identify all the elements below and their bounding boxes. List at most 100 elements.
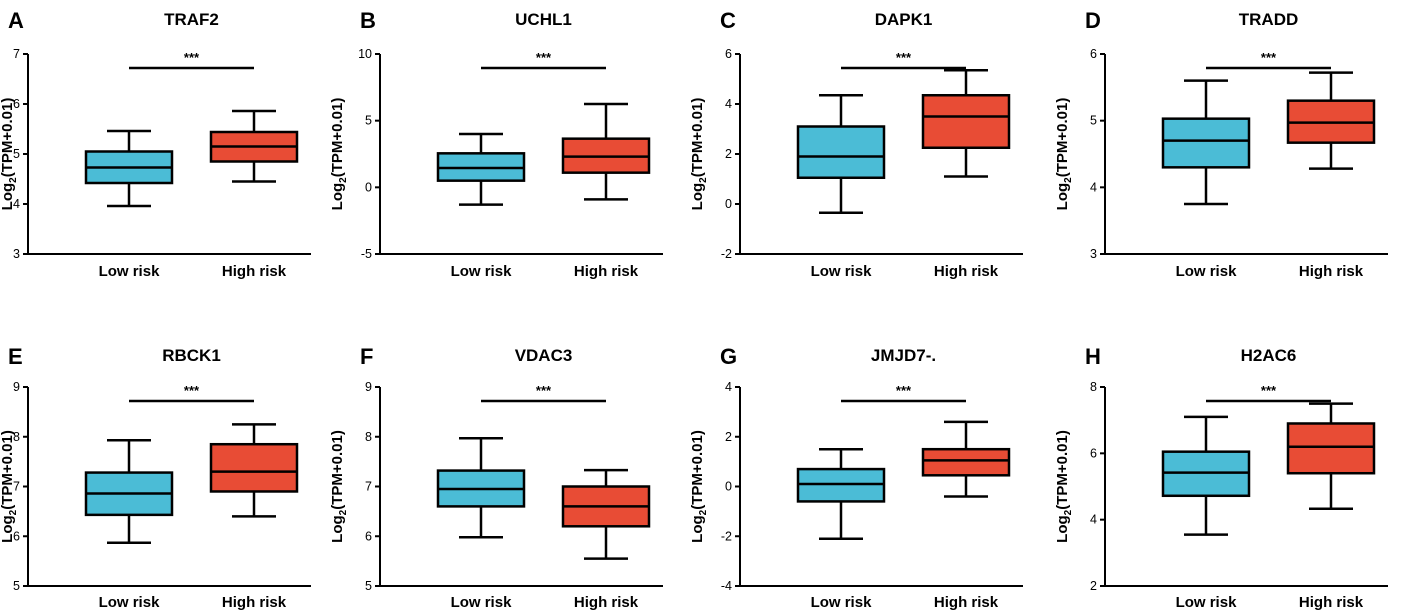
- chart-title: VDAC3: [515, 346, 573, 365]
- y-tick-label: 8: [365, 430, 372, 444]
- y-tick-label: 6: [1090, 446, 1097, 460]
- panel-letter: A: [8, 8, 24, 33]
- x-category-label: High risk: [222, 263, 287, 280]
- box-high-risk: [209, 109, 299, 183]
- x-category-label: Low risk: [1176, 263, 1238, 280]
- iqr-box: [921, 94, 1011, 149]
- y-tick-label: 6: [1090, 47, 1097, 61]
- panel-letter: F: [360, 344, 373, 369]
- significance-label: ***: [536, 383, 552, 398]
- chart-title: TRAF2: [164, 10, 219, 29]
- y-tick-label: 4: [13, 197, 20, 211]
- x-category-label: High risk: [222, 594, 287, 610]
- chart-panel-g: G JMJD7-. Log2(TPM+0.01) -4 -2 0 2 4 Low risk Hig…: [689, 344, 1023, 610]
- y-tick-label: -4: [721, 579, 732, 593]
- chart-panel-h: H H2AC6 Log2(TPM+0.01) 2 4 6 8 Low risk High ris…: [1054, 344, 1388, 610]
- box-high-risk: [561, 102, 651, 201]
- panel-letter: B: [360, 8, 376, 33]
- panel-letter: H: [1085, 344, 1101, 369]
- y-axis-label: Log2(TPM+0.01): [689, 430, 709, 543]
- y-tick-label: 8: [13, 430, 20, 444]
- y-tick-label: 3: [13, 247, 20, 261]
- y-tick-label: 6: [725, 47, 732, 61]
- chart-panel-f: F VDAC3 Log2(TPM+0.01) 5 6 7 8 9 Low risk High ri…: [329, 344, 663, 610]
- x-category-label: High risk: [1299, 263, 1364, 280]
- chart-panel-c: C DAPK1 Log2(TPM+0.01) -2 0 2 4 6 Low risk High r…: [689, 8, 1023, 280]
- y-tick-label: 7: [365, 480, 372, 494]
- box-low-risk: [436, 132, 526, 206]
- y-tick-label: 6: [365, 529, 372, 543]
- box-high-risk: [1286, 402, 1376, 510]
- y-tick-label: 5: [13, 147, 20, 161]
- box-low-risk: [84, 129, 174, 208]
- iqr-box: [921, 447, 1011, 477]
- box-high-risk: [1286, 71, 1376, 170]
- significance-label: ***: [1261, 383, 1277, 398]
- y-tick-label: 2: [725, 147, 732, 161]
- y-tick-label: 4: [725, 380, 732, 394]
- panel-letter: E: [8, 344, 23, 369]
- y-tick-label: 0: [725, 480, 732, 494]
- y-tick-label: 4: [1090, 180, 1097, 194]
- significance-label: ***: [1261, 50, 1277, 65]
- x-category-label: Low risk: [451, 263, 513, 280]
- y-tick-label: 10: [358, 47, 372, 61]
- box-high-risk: [921, 69, 1011, 178]
- box-low-risk: [796, 447, 886, 540]
- significance-label: ***: [536, 50, 552, 65]
- y-tick-label: 0: [365, 180, 372, 194]
- iqr-box: [796, 125, 886, 179]
- chart-panel-b: B UCHL1 Log2(TPM+0.01) -5 0 5 10 Low risk High r…: [329, 8, 663, 280]
- significance-label: ***: [896, 383, 912, 398]
- chart-title: JMJD7-.: [871, 346, 936, 365]
- y-tick-label: 5: [13, 579, 20, 593]
- y-axis-label: Log2(TPM+0.01): [329, 430, 349, 543]
- significance-label: ***: [184, 383, 200, 398]
- y-axis-label: Log2(TPM+0.01): [0, 98, 19, 211]
- y-tick-label: 9: [365, 380, 372, 394]
- box-low-risk: [1161, 415, 1251, 536]
- y-tick-label: 6: [13, 97, 20, 111]
- significance-label: ***: [896, 50, 912, 65]
- y-tick-label: 9: [13, 380, 20, 394]
- y-axis-label: Log2(TPM+0.01): [329, 98, 349, 211]
- y-tick-label: -2: [721, 529, 732, 543]
- y-tick-label: 3: [1090, 247, 1097, 261]
- iqr-box: [1161, 117, 1251, 169]
- iqr-box: [1286, 422, 1376, 475]
- y-tick-label: 2: [725, 430, 732, 444]
- panel-letter: C: [720, 8, 736, 33]
- box-low-risk: [1161, 79, 1251, 206]
- y-axis-label: Log2(TPM+0.01): [689, 98, 709, 211]
- y-tick-label: 5: [365, 114, 372, 128]
- y-tick-label: 7: [13, 480, 20, 494]
- y-tick-label: 4: [725, 97, 732, 111]
- panel-letter: D: [1085, 8, 1101, 33]
- x-category-label: Low risk: [99, 594, 161, 610]
- x-category-label: High risk: [1299, 594, 1364, 610]
- x-category-label: Low risk: [811, 594, 873, 610]
- box-low-risk: [84, 438, 174, 544]
- y-tick-label: 0: [725, 197, 732, 211]
- y-tick-label: 2: [1090, 579, 1097, 593]
- y-tick-label: 4: [1090, 513, 1097, 527]
- y-tick-label: 7: [13, 47, 20, 61]
- x-category-label: Low risk: [451, 594, 513, 610]
- y-tick-label: -2: [721, 247, 732, 261]
- chart-title: TRADD: [1239, 10, 1299, 29]
- box-high-risk: [561, 468, 651, 560]
- box-low-risk: [796, 94, 886, 214]
- chart-title: UCHL1: [515, 10, 572, 29]
- chart-title: RBCK1: [162, 346, 221, 365]
- chart-panel-a: A TRAF2 Log2(TPM+0.01) 3 4 5 6 7 Low risk High ri…: [0, 8, 311, 280]
- x-category-label: High risk: [574, 263, 639, 280]
- y-axis-label: Log2(TPM+0.01): [1054, 98, 1074, 211]
- y-tick-label: 5: [365, 579, 372, 593]
- x-category-label: Low risk: [99, 263, 161, 280]
- y-tick-label: 6: [13, 529, 20, 543]
- y-axis-label: Log2(TPM+0.01): [0, 430, 19, 543]
- x-category-label: High risk: [574, 594, 639, 610]
- y-tick-label: 8: [1090, 380, 1097, 394]
- y-tick-label: 5: [1090, 114, 1097, 128]
- iqr-box: [209, 442, 299, 493]
